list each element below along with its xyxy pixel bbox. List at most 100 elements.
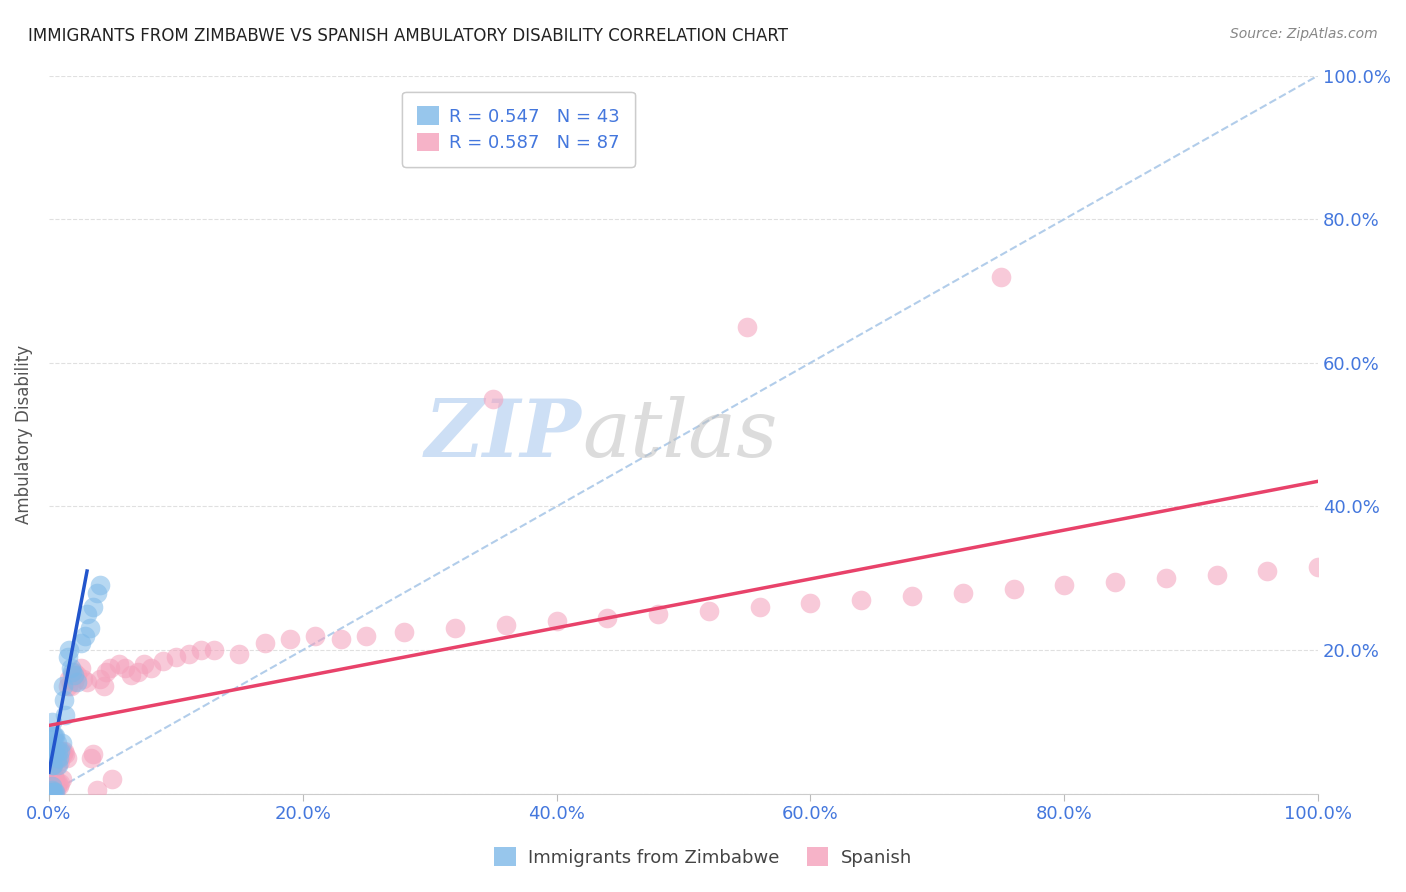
- Point: [41, 714, 63, 729]
- Point: [55, 751, 77, 765]
- Point: [42, 783, 65, 797]
- Point: [76, 675, 98, 690]
- Point: [59, 661, 82, 675]
- Point: [1205, 567, 1227, 582]
- Point: [39, 786, 62, 800]
- Point: [82, 599, 104, 614]
- Point: [41, 780, 63, 794]
- Point: [41, 751, 63, 765]
- Point: [45, 751, 67, 765]
- Point: [86, 783, 108, 797]
- Point: [41, 743, 63, 757]
- Point: [901, 589, 924, 603]
- Point: [41, 786, 63, 800]
- Point: [107, 657, 129, 672]
- Point: [44, 729, 66, 743]
- Point: [89, 578, 111, 592]
- Point: [41, 783, 63, 797]
- Point: [1104, 574, 1126, 589]
- Point: [304, 629, 326, 643]
- Point: [1256, 564, 1278, 578]
- Point: [596, 611, 619, 625]
- Point: [114, 661, 136, 675]
- Point: [42, 747, 65, 761]
- Point: [46, 743, 69, 757]
- Point: [53, 743, 76, 757]
- Point: [53, 693, 76, 707]
- Point: [56, 679, 79, 693]
- Point: [58, 643, 80, 657]
- Point: [121, 668, 143, 682]
- Point: [45, 780, 67, 794]
- Point: [42, 743, 65, 757]
- Point: [44, 747, 66, 761]
- Point: [190, 643, 212, 657]
- Point: [52, 747, 75, 761]
- Point: [48, 743, 70, 757]
- Point: [46, 758, 69, 772]
- Point: [697, 603, 720, 617]
- Text: IMMIGRANTS FROM ZIMBABWE VS SPANISH AMBULATORY DISABILITY CORRELATION CHART: IMMIGRANTS FROM ZIMBABWE VS SPANISH AMBU…: [28, 27, 789, 45]
- Point: [127, 665, 149, 679]
- Point: [41, 780, 63, 795]
- Point: [93, 679, 115, 693]
- Point: [952, 585, 974, 599]
- Point: [482, 392, 505, 406]
- Point: [42, 729, 65, 743]
- Point: [69, 636, 91, 650]
- Point: [63, 665, 86, 679]
- Point: [60, 668, 83, 682]
- Point: [177, 647, 200, 661]
- Point: [44, 743, 66, 757]
- Point: [52, 679, 75, 693]
- Point: [1002, 582, 1025, 596]
- Point: [42, 729, 65, 743]
- Point: [39, 729, 62, 743]
- Point: [444, 622, 467, 636]
- Legend: Immigrants from Zimbabwe, Spanish: Immigrants from Zimbabwe, Spanish: [486, 840, 920, 874]
- Point: [44, 784, 66, 798]
- Point: [76, 607, 98, 621]
- Point: [44, 772, 66, 787]
- Point: [1308, 560, 1330, 574]
- Point: [228, 647, 250, 661]
- Point: [42, 776, 65, 790]
- Point: [66, 675, 89, 690]
- Y-axis label: Ambulatory Disability: Ambulatory Disability: [15, 345, 32, 524]
- Point: [72, 672, 94, 686]
- Point: [165, 650, 187, 665]
- Point: [1154, 571, 1177, 585]
- Text: ZIP: ZIP: [425, 396, 582, 474]
- Point: [66, 668, 89, 682]
- Point: [55, 747, 77, 761]
- Point: [63, 675, 86, 690]
- Point: [51, 736, 73, 750]
- Point: [42, 785, 65, 799]
- Point: [98, 661, 121, 675]
- Point: [48, 751, 70, 765]
- Point: [42, 785, 65, 799]
- Point: [42, 784, 65, 798]
- Point: [69, 661, 91, 675]
- Point: [39, 786, 62, 800]
- Point: [139, 661, 162, 675]
- Point: [356, 629, 378, 643]
- Point: [799, 596, 821, 610]
- Point: [46, 751, 69, 765]
- Point: [56, 650, 79, 665]
- Point: [45, 758, 67, 772]
- Point: [59, 679, 82, 693]
- Text: atlas: atlas: [582, 396, 778, 474]
- Point: [735, 319, 758, 334]
- Point: [49, 776, 72, 790]
- Point: [51, 743, 73, 757]
- Point: [990, 269, 1012, 284]
- Point: [49, 755, 72, 769]
- Point: [89, 672, 111, 686]
- Point: [42, 758, 65, 772]
- Point: [49, 743, 72, 757]
- Point: [63, 668, 86, 682]
- Point: [1053, 578, 1076, 592]
- Point: [55, 707, 77, 722]
- Point: [60, 665, 83, 679]
